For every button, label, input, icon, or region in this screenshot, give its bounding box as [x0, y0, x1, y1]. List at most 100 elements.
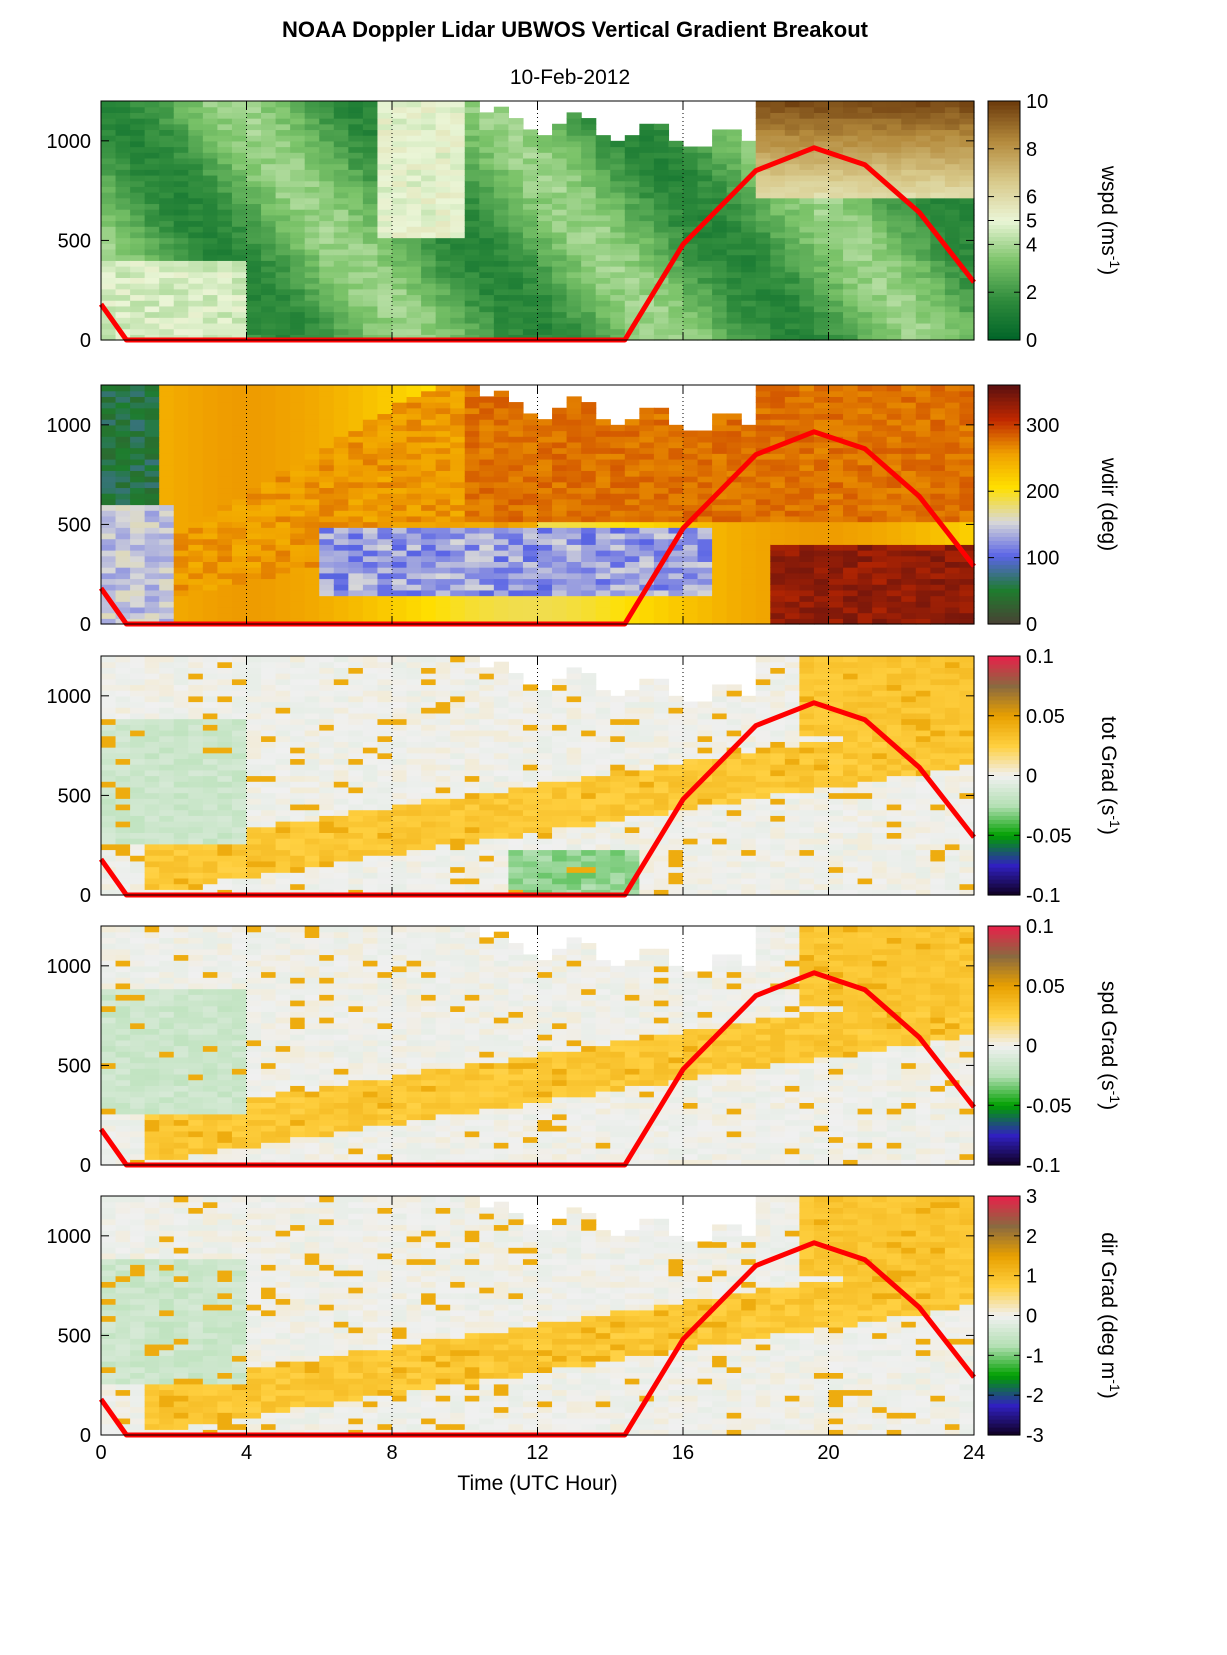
heatmap-cell — [944, 237, 961, 244]
heatmap-cell — [173, 248, 189, 256]
heatmap-cell — [959, 186, 975, 193]
heatmap-cell — [959, 157, 975, 165]
heatmap-cell — [915, 209, 931, 216]
heatmap-cell — [246, 550, 262, 557]
heatmap-cell — [406, 214, 422, 222]
heatmap-cell — [624, 567, 640, 574]
heatmap-cell — [231, 430, 248, 437]
heatmap-cell — [915, 550, 931, 557]
heatmap-cell — [813, 305, 830, 313]
heatmap-cell — [362, 129, 379, 136]
heatmap-cell — [479, 447, 495, 454]
heatmap-cell — [464, 322, 480, 330]
heatmap-cell — [930, 561, 946, 568]
heatmap-cell — [333, 589, 349, 597]
heatmap-cell — [755, 248, 771, 256]
heatmap-cell — [653, 493, 670, 500]
heatmap-cell — [915, 288, 931, 296]
heatmap-cell — [144, 322, 160, 330]
heatmap-cell — [304, 163, 320, 170]
heatmap-cell — [493, 470, 509, 477]
heatmap-cell — [159, 532, 175, 540]
heatmap-cell — [843, 163, 859, 170]
heatmap-cell — [566, 572, 582, 580]
heatmap-cell — [115, 129, 131, 136]
heatmap-cell — [173, 430, 189, 437]
heatmap-cell — [450, 385, 466, 392]
heatmap-cell — [595, 294, 611, 301]
heatmap-cell — [421, 118, 437, 125]
heatmap-cell — [450, 527, 466, 534]
heatmap-cell — [101, 504, 117, 511]
heatmap-cell — [697, 441, 713, 449]
heatmap-cell — [479, 203, 495, 210]
heatmap-cell — [188, 192, 204, 199]
heatmap-cell — [377, 402, 393, 409]
heatmap-cell — [872, 515, 888, 523]
heatmap-cell — [144, 521, 160, 528]
heatmap-cell — [799, 612, 815, 619]
heatmap-cell — [173, 192, 189, 199]
heatmap-cell — [668, 288, 684, 296]
heatmap-cell — [450, 567, 466, 574]
heatmap-cell — [828, 135, 844, 142]
heatmap-cell — [741, 521, 757, 528]
heatmap-cell — [508, 481, 524, 489]
heatmap-cell — [406, 430, 422, 437]
heatmap-cell — [537, 601, 553, 608]
heatmap-cell — [173, 106, 189, 113]
heatmap-cell — [479, 550, 495, 557]
heatmap-cell — [421, 294, 437, 301]
heatmap-cell — [319, 515, 335, 523]
heatmap-cell — [595, 152, 611, 159]
heatmap-cell — [304, 192, 320, 199]
heatmap-cell — [799, 481, 815, 489]
heatmap-cell — [537, 203, 553, 210]
heatmap-cell — [144, 277, 160, 284]
heatmap-cell — [624, 192, 640, 199]
heatmap-cell — [581, 248, 597, 256]
heatmap-cell — [406, 112, 422, 119]
heatmap-cell — [144, 572, 160, 580]
heatmap-cell — [930, 220, 946, 227]
heatmap-cell — [450, 561, 466, 568]
heatmap-cell — [261, 157, 277, 165]
heatmap-cell — [261, 174, 277, 182]
heatmap-cell — [421, 203, 437, 210]
heatmap-cell — [915, 266, 931, 273]
heatmap-cell — [101, 288, 117, 296]
heatmap-cell — [668, 226, 684, 233]
heatmap-cell — [101, 402, 117, 409]
heatmap-cell — [581, 578, 597, 585]
heatmap-cell — [508, 487, 524, 494]
heatmap-cell — [290, 300, 306, 307]
heatmap-cell — [552, 322, 568, 330]
heatmap-cell — [901, 112, 917, 119]
heatmap-cell — [261, 458, 277, 466]
heatmap-cell — [595, 601, 611, 608]
heatmap-cell — [624, 550, 640, 557]
heatmap-cell — [435, 458, 451, 466]
heatmap-cell — [101, 441, 117, 449]
heatmap-cell — [479, 532, 495, 540]
heatmap-cell — [173, 277, 189, 284]
heatmap-cell — [683, 254, 699, 261]
heatmap-cell — [915, 470, 931, 477]
heatmap-cell — [857, 396, 873, 403]
heatmap-cell — [668, 606, 684, 614]
heatmap-cell — [741, 305, 757, 313]
heatmap-cell — [217, 305, 233, 313]
heatmap-cell — [304, 271, 320, 278]
heatmap-cell — [130, 226, 146, 233]
heatmap-cell — [712, 209, 728, 216]
heatmap-cell — [581, 493, 597, 500]
heatmap-cell — [552, 163, 568, 170]
heatmap-cell — [304, 527, 320, 534]
heatmap-cell — [857, 510, 873, 517]
heatmap-cell — [275, 277, 291, 284]
heatmap-cell — [217, 277, 233, 284]
heatmap-cell — [435, 283, 451, 290]
colorbar-swatch — [988, 200, 1020, 206]
heatmap-cell — [115, 112, 131, 119]
heatmap-cell — [188, 458, 204, 466]
